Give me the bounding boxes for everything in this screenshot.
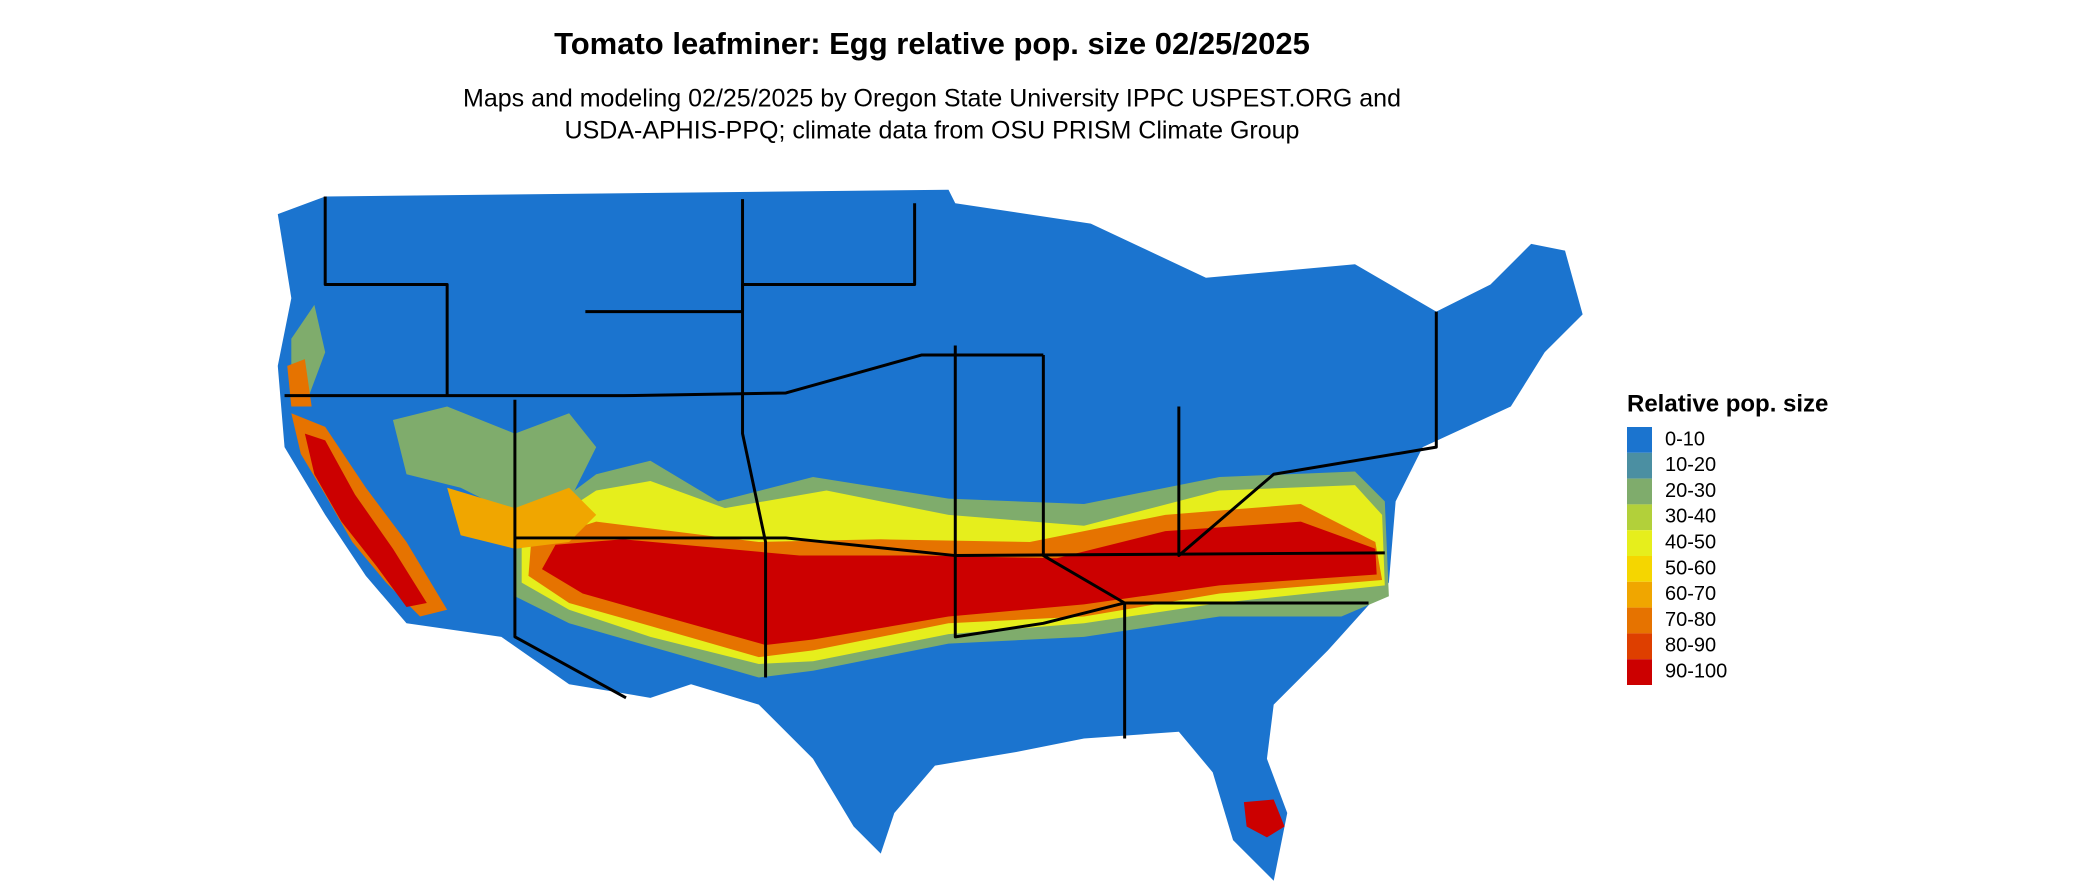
subtitle: USDA-APHIS-PPQ; climate data from OSU PR… <box>565 117 1300 145</box>
band <box>542 521 1377 645</box>
state-border <box>323 196 449 396</box>
band <box>392 406 597 515</box>
legend-label: 80-90 <box>1665 635 1716 657</box>
legend-label: 90-100 <box>1665 660 1727 682</box>
legend-swatch <box>1627 504 1652 531</box>
state-border <box>513 399 627 700</box>
legend-swatch <box>1627 607 1652 634</box>
band <box>1243 799 1285 838</box>
legend-label: 40-50 <box>1665 531 1716 553</box>
state-border <box>284 353 1044 398</box>
legend-label: 10-20 <box>1665 454 1716 476</box>
title: Tomato leafminer: Egg relative pop. size… <box>554 26 1310 61</box>
legend-swatch <box>1627 581 1652 608</box>
legend-swatch <box>1627 659 1652 685</box>
legend-label: 30-40 <box>1665 506 1716 528</box>
band <box>447 487 597 549</box>
legend-swatch <box>1627 478 1652 505</box>
state-border <box>585 203 917 314</box>
legend-label: 70-80 <box>1665 609 1716 631</box>
legend-swatch <box>1627 556 1652 582</box>
legend-label: 50-60 <box>1665 557 1716 579</box>
legend-label: 0-10 <box>1665 428 1705 450</box>
subtitle: Maps and modeling 02/25/2025 by Oregon S… <box>463 85 1401 113</box>
legend-swatch <box>1627 530 1652 556</box>
legend-label: 20-30 <box>1665 480 1716 502</box>
legend-label: 60-70 <box>1665 583 1716 605</box>
state-border <box>514 536 1385 558</box>
legend-swatch <box>1627 427 1652 453</box>
legend-swatch <box>1627 452 1652 479</box>
state-border <box>953 345 1369 639</box>
state-border <box>1177 311 1438 558</box>
us-map <box>277 189 1583 881</box>
band <box>304 433 427 608</box>
state-border <box>1041 355 1127 739</box>
legend-swatch <box>1627 633 1652 660</box>
state-border <box>741 199 768 678</box>
legend-title: Relative pop. size <box>1627 390 1828 417</box>
legend: 0-10 10-20 20-30 30-40 40-50 50-60 60-70 70-80 8… <box>1627 427 1727 685</box>
